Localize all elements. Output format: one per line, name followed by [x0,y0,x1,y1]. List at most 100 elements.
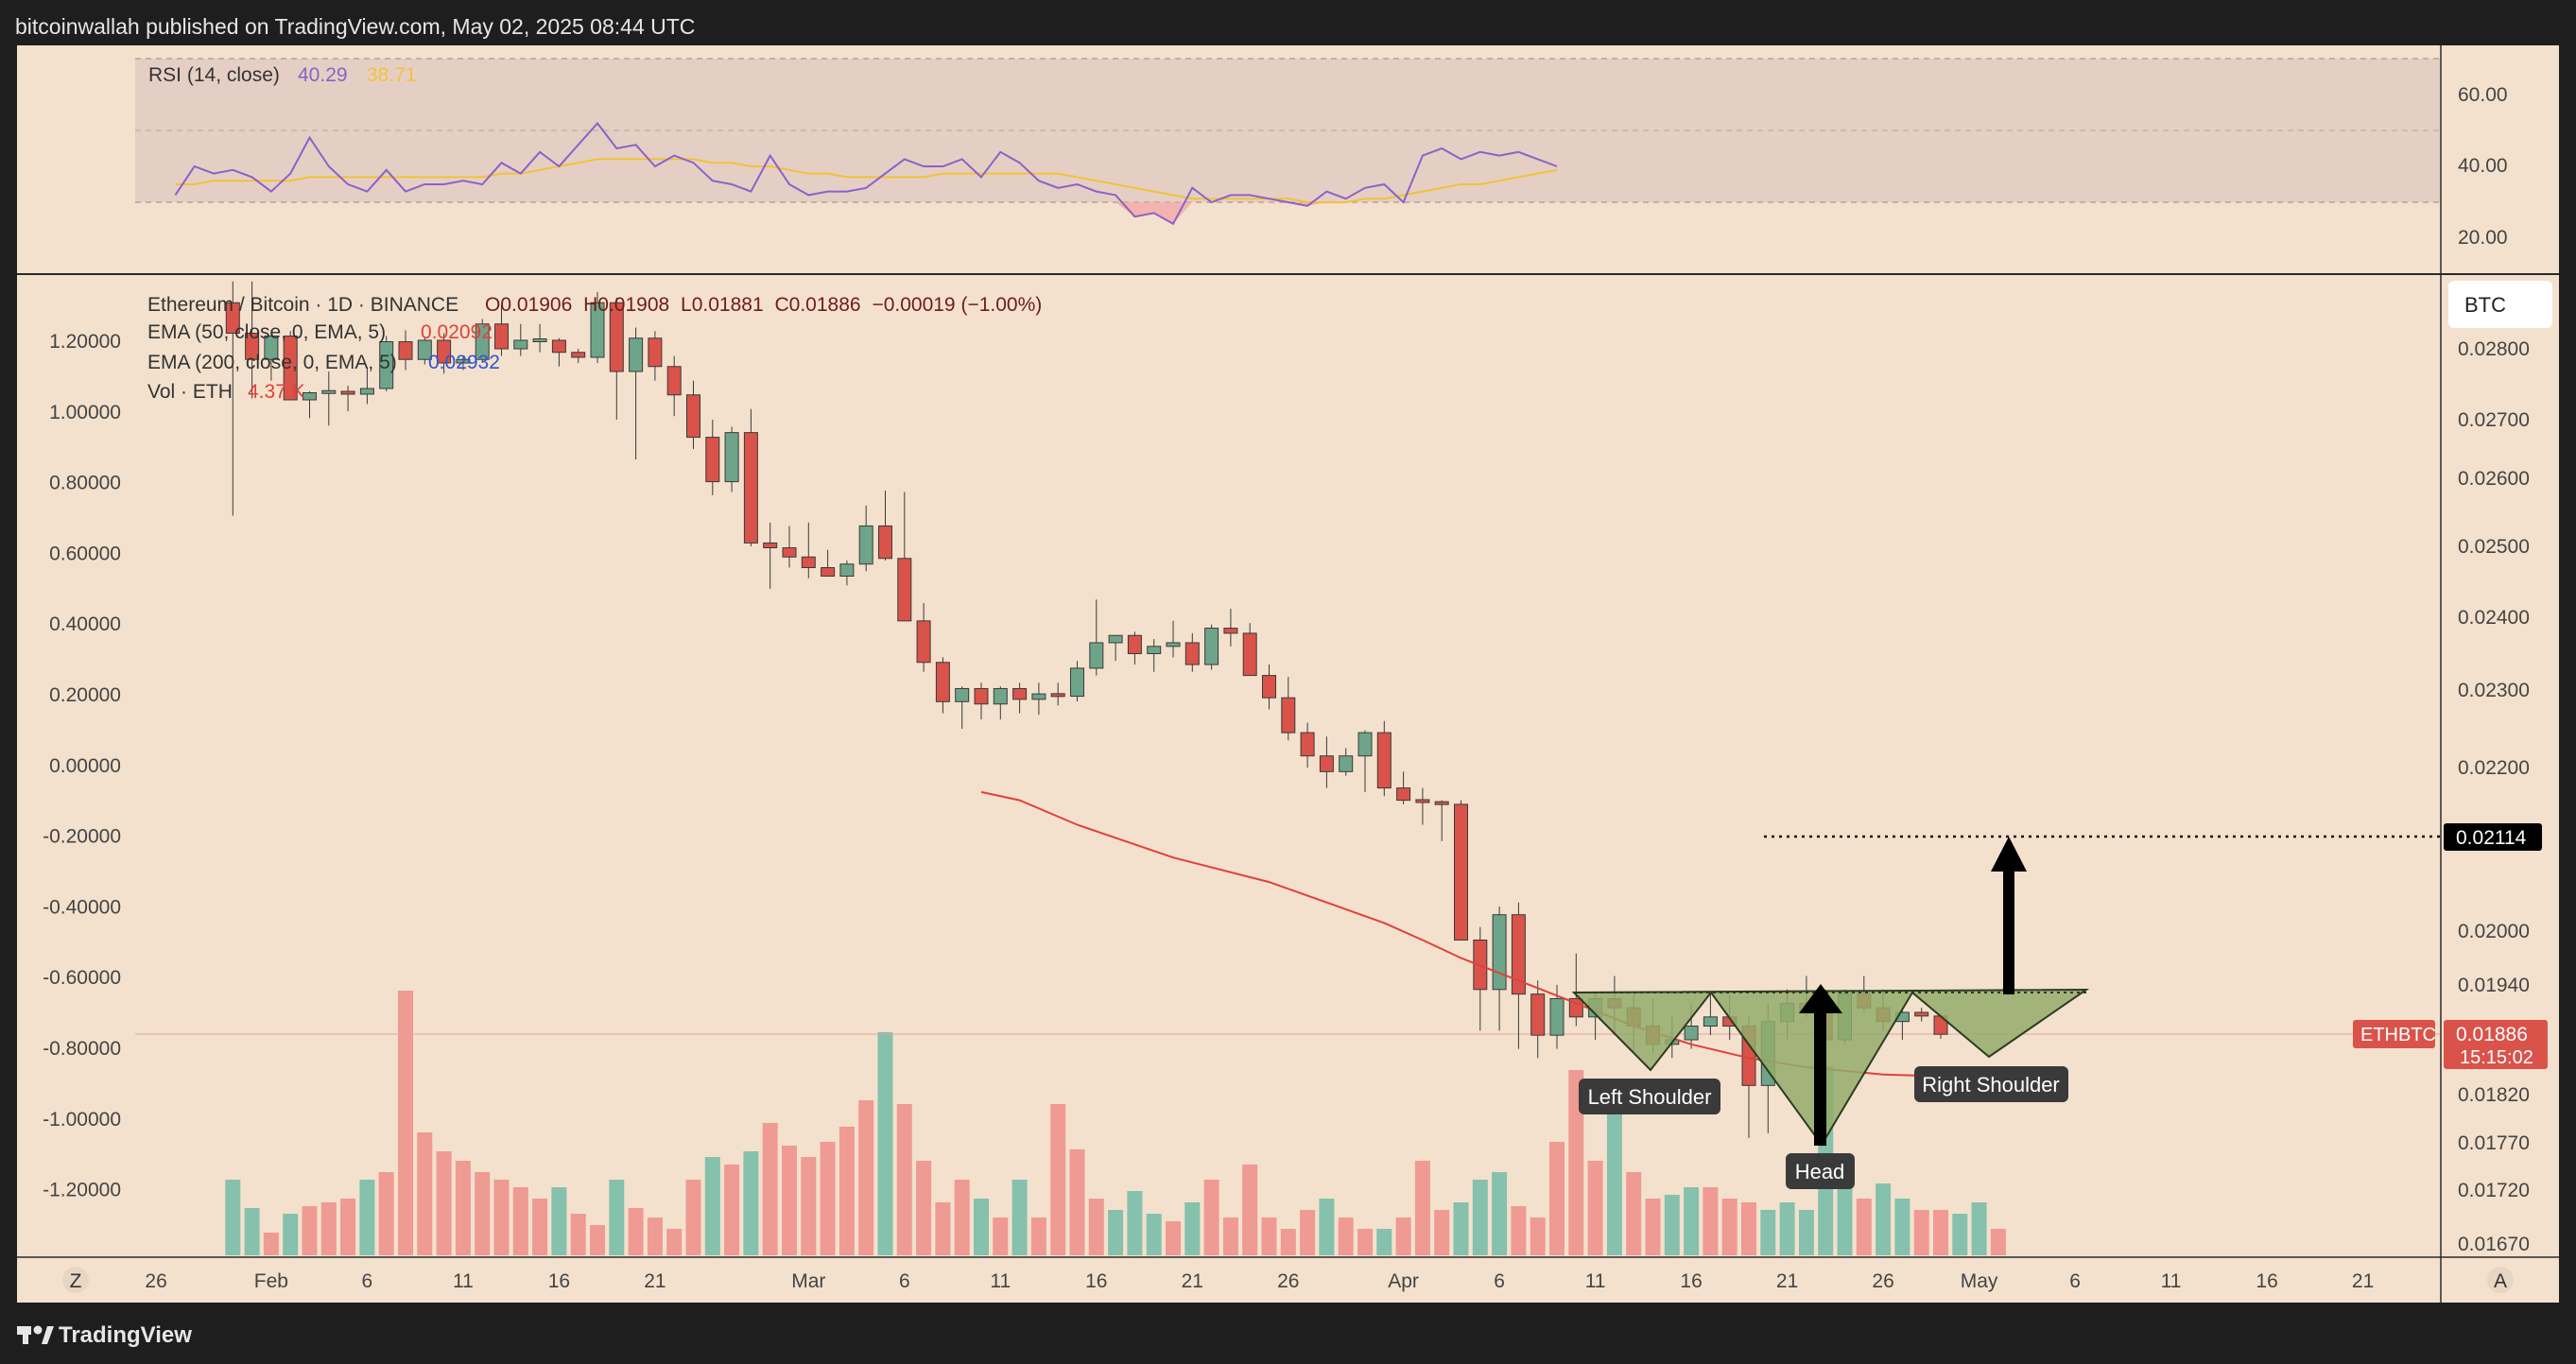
volume-bar [858,1100,874,1255]
time-tick-label: 6 [899,1270,910,1292]
candle-body [1914,1011,1929,1017]
time-tick-label: 16 [2256,1270,2277,1292]
volume-bar [1050,1104,1066,1255]
price-tick-label: 0.01720 [2458,1180,2530,1201]
tradingview-logo[interactable]: TradingView [17,1322,192,1348]
arrow-target-shaft [2003,870,2014,994]
left-tick-label: 0.20000 [49,684,121,706]
volume-bar [1894,1199,1910,1255]
z-button[interactable]: Z [62,1267,89,1293]
candle-body [705,437,720,483]
svg-text:ETHBTC: ETHBTC [2360,1025,2436,1045]
volume-bar [1127,1191,1143,1255]
rsi-pane: RSI (14, close) 40.29 38.71 60.00 40.00 … [135,58,2508,249]
time-tick-label: 16 [1680,1270,1702,1292]
candle-body [359,388,374,395]
candle-body [590,302,605,358]
left-tick-label: -1.00000 [43,1109,121,1131]
left-axis: 1.20000 1.00000 0.80000 0.60000 0.40000 0.200… [43,331,121,1201]
volume-bar [1434,1210,1450,1255]
symbol-line: Ethereum / Bitcoin · 1D · BINANCE [147,294,458,316]
legend: Ethereum / Bitcoin · 1D · BINANCE O0.019… [147,294,1042,403]
head-and-shoulders-pattern [1571,988,2090,1147]
price-tick-label: 0.02000 [2458,921,2530,942]
volume-bar [1952,1214,1968,1255]
price-tick-label: 0.02600 [2458,468,2530,490]
candle-body [686,394,700,439]
time-tick-label: 26 [145,1270,166,1292]
time-tick-label: 11 [990,1270,1011,1292]
logo-mark-slant [42,1326,54,1344]
volume-bar [1856,1199,1872,1255]
volume-bar [743,1151,759,1255]
price-tick-label: 0.01770 [2458,1132,2530,1154]
candle-body [1166,642,1181,647]
volume-bar [974,1199,989,1255]
left-tick-label: -0.80000 [43,1038,121,1060]
candle-body [1147,646,1162,654]
auto-scale-button[interactable]: A [2487,1267,2514,1293]
left-tick-label: 0.60000 [49,543,121,564]
time-tick-label: 26 [1872,1270,1893,1292]
volume-bar [1492,1172,1508,1255]
volume-bar [1261,1217,1277,1255]
volume-bar [1472,1180,1488,1255]
volume-bar [1549,1142,1565,1255]
volume-bar [1184,1202,1201,1255]
price-tick-label: 0.02200 [2458,757,2530,779]
time-tick-label: Feb [254,1270,288,1292]
svg-text:A: A [2494,1270,2507,1292]
volume-bar [1606,1112,1622,1255]
ema200-legend-value: 0.02932 [428,352,500,373]
candle-body [1070,667,1084,698]
volume-bar [762,1123,778,1255]
volume-bar [1684,1187,1700,1255]
volume-bar [628,1208,644,1255]
volume-bar [1222,1217,1238,1255]
time-tick-label: 21 [1182,1270,1203,1292]
ohlc-line: O0.01906 H0.01908 L0.01881 C0.01886 −0.0… [485,294,1042,316]
pattern-shape [1571,988,2090,1147]
volume-bar [455,1161,471,1255]
volume-bar [1203,1180,1219,1255]
candle-body [456,358,471,364]
volume-bar [359,1180,375,1255]
svg-text:Right Shoulder: Right Shoulder [1922,1073,2060,1096]
price-tick-label: 0.02300 [2458,680,2530,701]
volume-bar [1319,1199,1335,1255]
candle-body [955,687,970,702]
time-tick-label: 6 [1494,1270,1505,1292]
volume-bar [340,1199,356,1255]
candle-body [648,337,663,368]
volume-bar [1414,1161,1430,1255]
candle-body [264,336,279,360]
volume-bar [609,1180,625,1255]
vol-legend-label: Vol · ETH [147,381,233,403]
candle-body [437,339,452,364]
currency-button[interactable]: BTC [2448,281,2552,328]
candle-body [283,336,298,401]
volume-bar [954,1180,970,1255]
volume-bar [1798,1210,1814,1255]
volume-bar [1837,1168,1853,1255]
volume-bar [263,1233,279,1255]
left-tick-label: 0.80000 [49,473,121,494]
logo-mark-dot [33,1325,43,1335]
candle-body [743,432,758,544]
candle-body [1108,634,1123,644]
time-tick-label: Apr [1388,1270,1419,1292]
ema50-legend-value: 0.02092 [421,321,493,343]
price-tick-label: 0.02800 [2458,338,2530,360]
label-head: Head [1786,1153,1855,1189]
candle-body [1223,628,1238,634]
candle-body [1339,755,1354,772]
time-axis: 26 Feb 6 11 16 21 Mar 6 11 16 21 26 Apr 6 11 16 21 26 May 6… [145,1270,2374,1292]
candle-body [1281,697,1296,734]
left-tick-label: -0.40000 [43,896,121,918]
svg-text:15:15:02: 15:15:02 [2460,1047,2533,1068]
volume-bar [935,1202,951,1255]
candle-body [935,662,950,702]
volume-bars [225,991,2006,1255]
volume-bar [225,1180,241,1255]
candle-body [417,339,432,360]
